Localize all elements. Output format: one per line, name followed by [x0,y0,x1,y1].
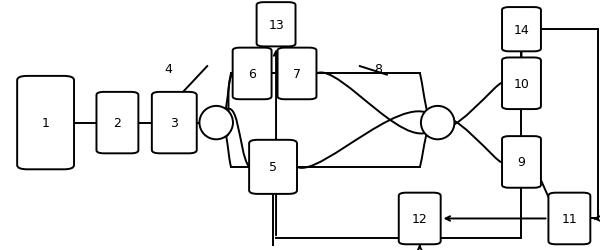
Text: 2: 2 [113,117,121,130]
FancyBboxPatch shape [233,48,272,100]
FancyBboxPatch shape [249,140,297,194]
Text: 5: 5 [269,161,277,174]
Text: 7: 7 [293,68,301,80]
Text: 3: 3 [170,117,178,130]
FancyBboxPatch shape [502,58,541,110]
Text: 1: 1 [41,117,50,130]
Text: 14: 14 [514,24,529,36]
FancyBboxPatch shape [152,92,197,154]
Ellipse shape [199,106,233,140]
FancyBboxPatch shape [17,76,74,170]
FancyBboxPatch shape [278,48,316,100]
Text: 13: 13 [268,19,284,32]
FancyBboxPatch shape [548,193,590,244]
Text: 12: 12 [412,212,428,225]
Text: 8: 8 [374,63,382,76]
FancyBboxPatch shape [257,3,296,47]
FancyBboxPatch shape [502,136,541,188]
FancyBboxPatch shape [97,92,139,154]
Text: 4: 4 [164,63,172,76]
Text: 9: 9 [518,156,526,169]
Ellipse shape [421,106,454,140]
Text: 11: 11 [562,212,577,225]
FancyBboxPatch shape [502,8,541,52]
Text: 10: 10 [514,78,529,90]
FancyBboxPatch shape [399,193,440,244]
Text: 6: 6 [248,68,256,80]
